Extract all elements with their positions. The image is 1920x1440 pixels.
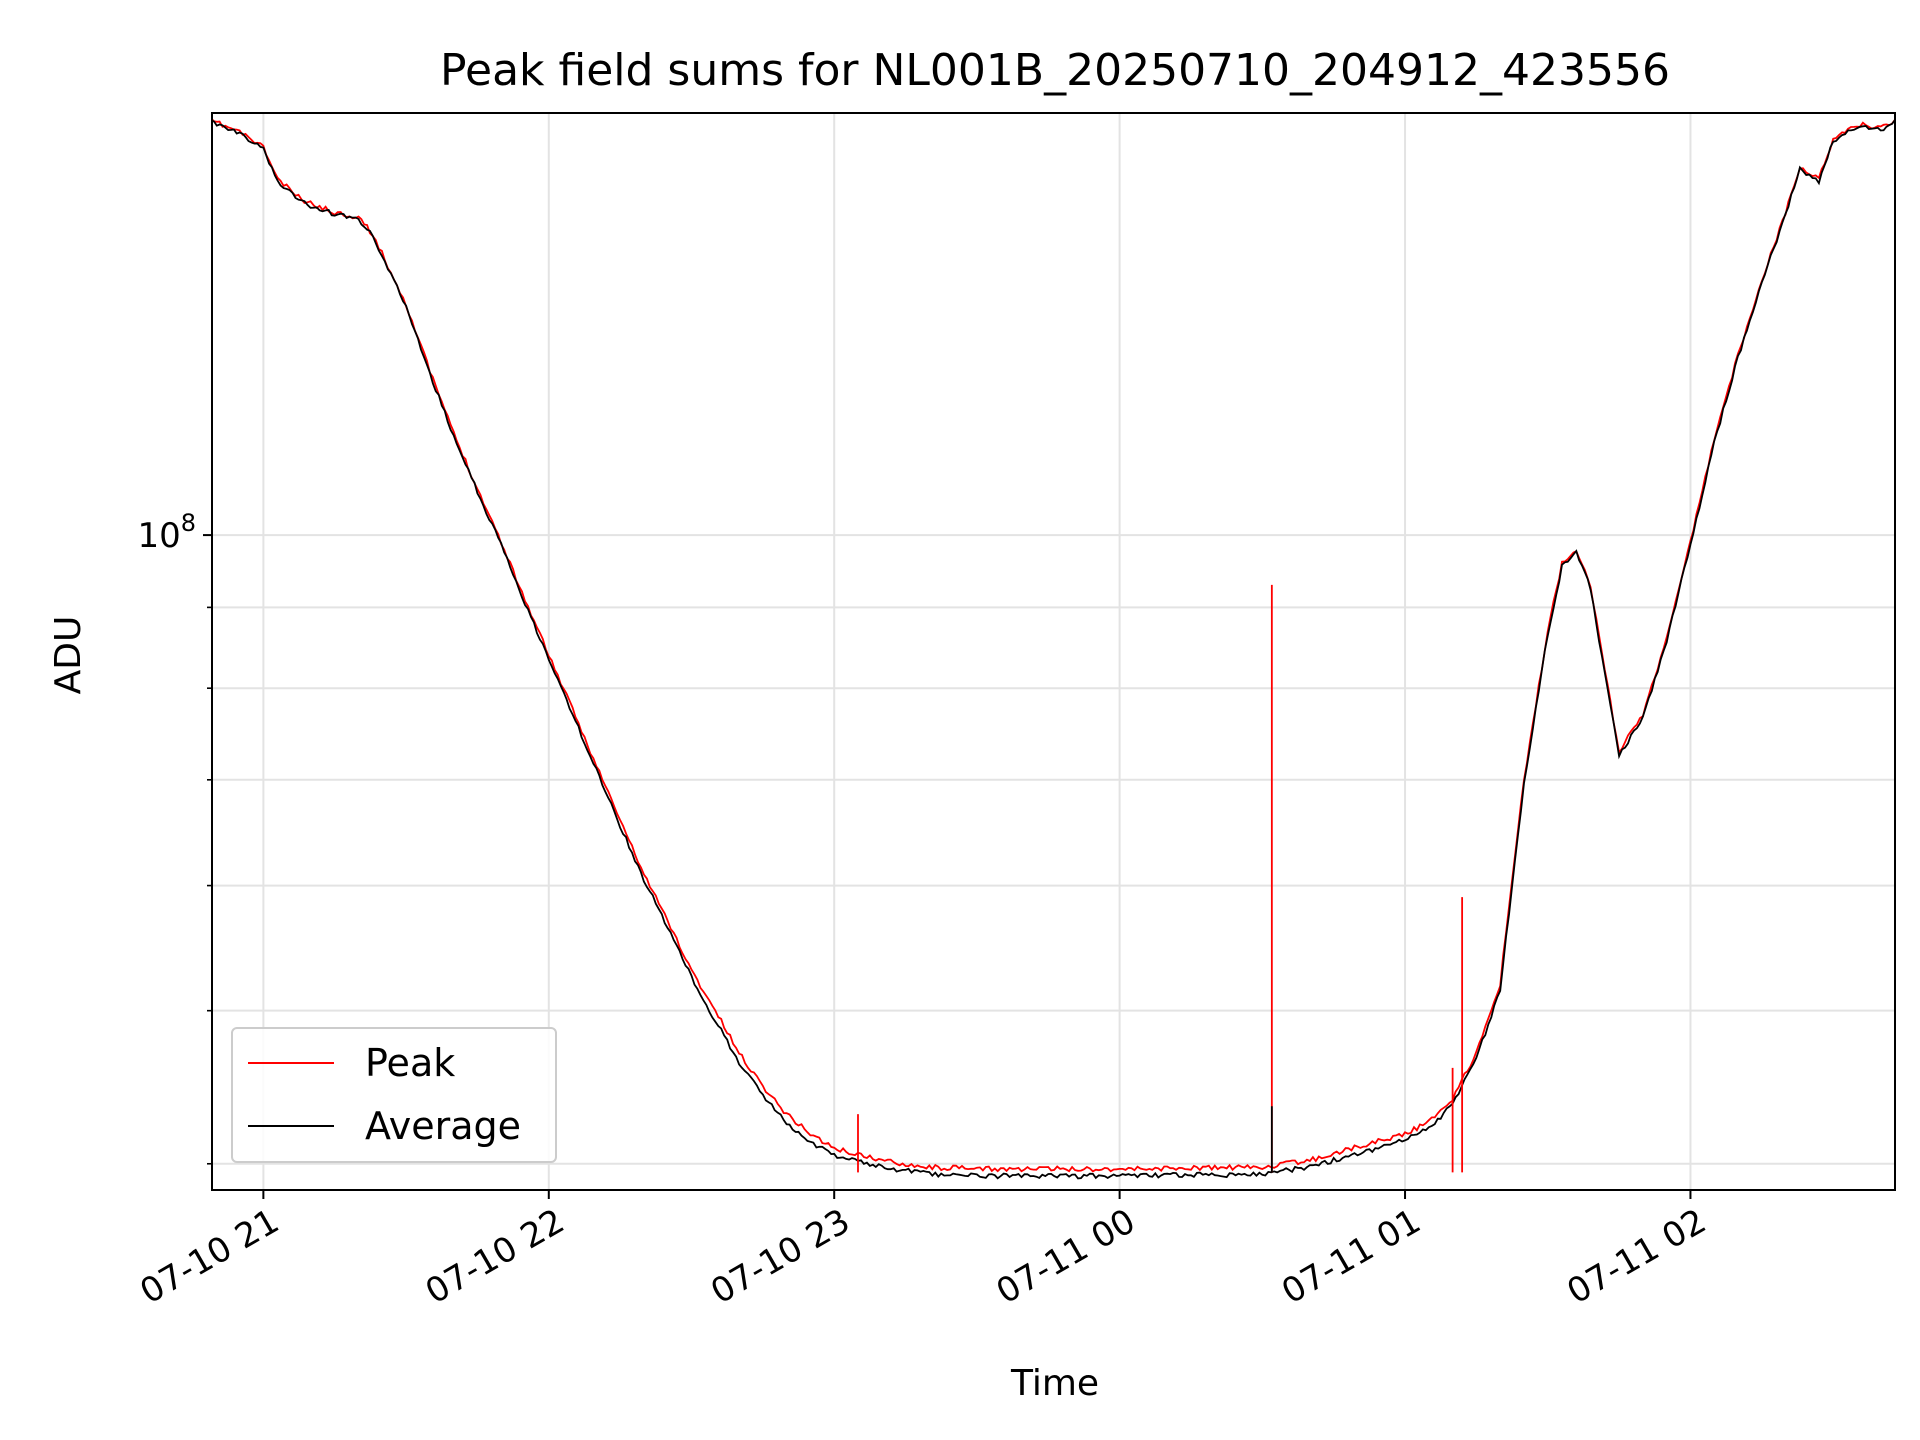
y-axis: 108 bbox=[137, 509, 212, 1165]
y-tick-label-exponent: 8 bbox=[181, 509, 196, 537]
y-tick-label-base: 10 bbox=[137, 516, 180, 556]
y-axis-label: ADU bbox=[48, 616, 89, 695]
series-layer bbox=[212, 117, 1895, 1180]
plot-frame bbox=[211, 112, 1896, 1191]
legend-label-average: Average bbox=[365, 1104, 521, 1148]
chart-title: Peak field sums for NL001B_20250710_2049… bbox=[440, 45, 1670, 96]
legend-box bbox=[231, 1027, 557, 1163]
legend: Peak Average bbox=[231, 1027, 557, 1163]
x-axis-label: Time bbox=[1010, 1363, 1099, 1404]
grid bbox=[212, 113, 1895, 1190]
series-line-average bbox=[212, 118, 1895, 1180]
y-tick-label: 108 bbox=[137, 509, 196, 556]
legend-label-peak: Peak bbox=[365, 1041, 455, 1085]
